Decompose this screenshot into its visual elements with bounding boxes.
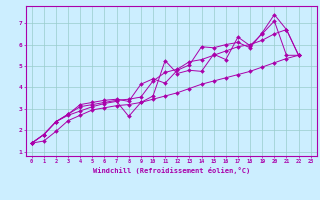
X-axis label: Windchill (Refroidissement éolien,°C): Windchill (Refroidissement éolien,°C) [92, 167, 250, 174]
